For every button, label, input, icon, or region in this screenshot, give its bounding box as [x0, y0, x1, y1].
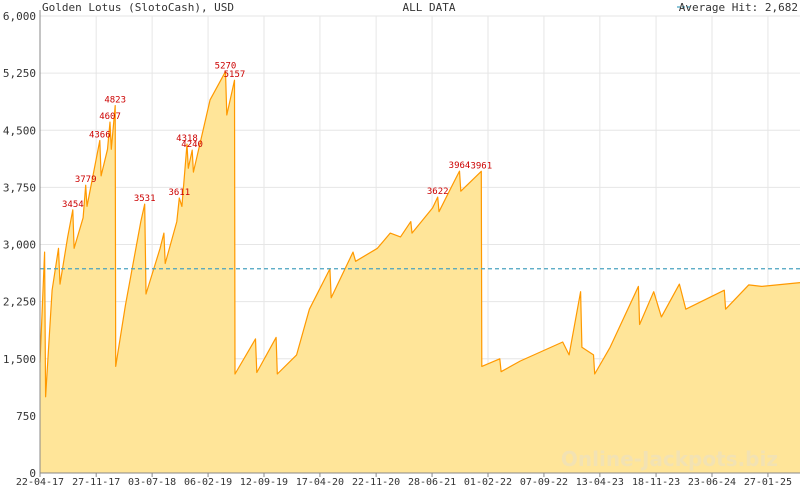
- x-tick-label: 22-11-20: [352, 477, 400, 488]
- x-tick-label: 12-09-19: [240, 477, 288, 488]
- peak-value-label: 5270: [215, 62, 237, 72]
- x-tick-label: 03-07-18: [128, 477, 176, 488]
- x-tick-label: 28-06-21: [408, 477, 456, 488]
- peak-value-label: 4366: [89, 130, 111, 140]
- y-tick-label: 3,000: [3, 239, 36, 252]
- range-label: ALL DATA: [403, 1, 456, 14]
- peak-value-label: 3531: [134, 194, 156, 204]
- x-tick-label: 13-04-23: [576, 477, 624, 488]
- x-tick-label: 17-04-20: [296, 477, 344, 488]
- x-tick-label: 23-06-24: [688, 477, 736, 488]
- chart-header: Golden Lotus (SlotoCash), USD ALL DATA A…: [42, 1, 798, 14]
- y-tick-label: 750: [16, 410, 36, 423]
- series-area: [40, 71, 800, 473]
- y-tick-label: 5,250: [3, 67, 36, 80]
- peak-value-label: 4240: [181, 140, 203, 150]
- peak-value-label: 4607: [99, 112, 121, 122]
- y-tick-label: 2,250: [3, 296, 36, 309]
- x-tick-label: 06-02-19: [184, 477, 232, 488]
- x-tick-label: 22-04-17: [16, 477, 64, 488]
- y-tick-label: 0: [29, 467, 36, 480]
- peak-value-label: 3779: [75, 175, 97, 185]
- area-layer: [39, 71, 800, 473]
- peak-value-label: 3961: [470, 161, 492, 171]
- axis-layer: 0 750 1,500 2,250 3,000 3,750 4,500 5,250 6,000 2…: [3, 10, 800, 488]
- x-tick-label: 01-02-22: [464, 477, 512, 488]
- y-tick-label: 1,500: [3, 353, 36, 366]
- x-tick-label: 27-01-25: [744, 477, 792, 488]
- peak-value-label: 3454: [62, 200, 84, 210]
- x-tick-label: 07-09-22: [520, 477, 568, 488]
- y-tick-label: 6,000: [3, 10, 36, 23]
- y-tick-label: 4,500: [3, 124, 36, 137]
- peak-value-label: 3611: [168, 188, 190, 198]
- peak-value-label: 4823: [104, 96, 126, 106]
- peak-value-label: 3964: [449, 161, 471, 171]
- watermark-text: Online-Jackpots.biz: [561, 447, 778, 471]
- peak-value-label: 5157: [224, 70, 246, 80]
- peak-value-label: 3622: [427, 187, 449, 197]
- x-tick-label: 18-11-23: [632, 477, 680, 488]
- average-legend-label: Average Hit: 2,682: [679, 1, 798, 14]
- series-line: [39, 71, 800, 398]
- chart-title: Golden Lotus (SlotoCash), USD: [42, 1, 234, 14]
- x-tick-label: 27-11-17: [72, 477, 120, 488]
- peak-value-label: 4318: [176, 134, 198, 144]
- y-tick-label: 3,750: [3, 181, 36, 194]
